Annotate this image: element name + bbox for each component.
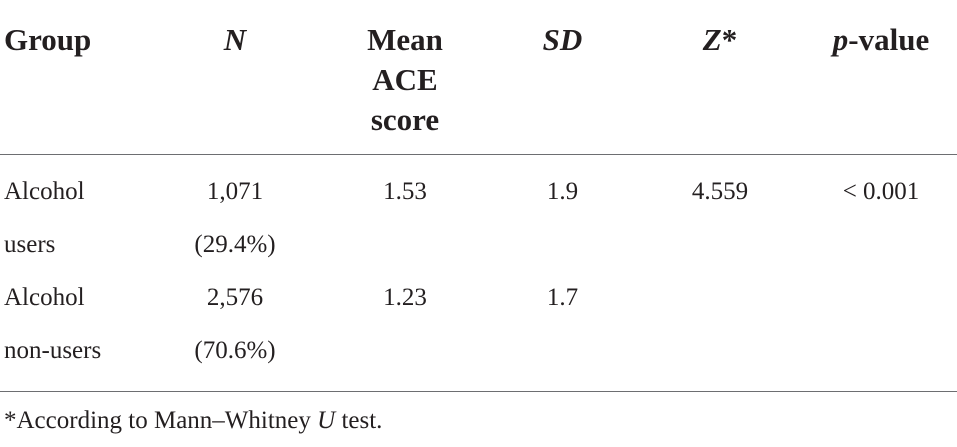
row-group-line1: Alcohol bbox=[4, 178, 85, 205]
row-p-cell bbox=[805, 271, 957, 392]
header-mean-line1: Mean bbox=[367, 22, 443, 57]
row-n-percent: (29.4%) bbox=[194, 231, 276, 258]
table-footnote: *According to Mann–Whitney U test. bbox=[4, 404, 382, 438]
header-z-letter: Z bbox=[702, 22, 722, 57]
header-sd: SD bbox=[490, 0, 635, 155]
row-mean-cell: 1.53 bbox=[383, 178, 427, 205]
row-p-cell: < 0.001 bbox=[842, 178, 920, 205]
row-n-cell: 2,576 (70.6%) bbox=[150, 271, 320, 392]
footnote-text-after: test. bbox=[335, 407, 383, 434]
header-p-letter: p bbox=[832, 22, 849, 57]
table-row: Alcohol non-users 2,576 (70.6%) 1.23 1.7 bbox=[0, 271, 957, 392]
results-table-container: Group N Mean ACE score SD Z* p-value bbox=[0, 0, 957, 392]
header-mean-line3: score bbox=[370, 102, 440, 137]
header-z-asterisk: * bbox=[721, 22, 738, 57]
table-header-row: Group N Mean ACE score SD Z* p-value bbox=[0, 0, 957, 155]
row-n-count: 1,071 bbox=[206, 178, 264, 205]
footnote-text-before: *According to Mann–Whitney bbox=[4, 407, 318, 434]
row-mean-cell: 1.23 bbox=[383, 284, 427, 311]
row-group-cell: Alcohol non-users bbox=[0, 271, 150, 392]
row-sd-cell: 1.9 bbox=[546, 178, 579, 205]
header-n: N bbox=[150, 0, 320, 155]
header-z: Z* bbox=[635, 0, 805, 155]
footnote-u-letter: U bbox=[317, 407, 336, 434]
table-row: Alcohol users 1,071 (29.4%) 1.53 1.9 4.5… bbox=[0, 155, 957, 272]
row-n-count: 2,576 bbox=[206, 284, 264, 311]
row-group-line1: Alcohol bbox=[4, 284, 85, 311]
header-p-value: p-value bbox=[805, 0, 957, 155]
row-z-cell bbox=[635, 271, 805, 392]
results-table: Group N Mean ACE score SD Z* p-value bbox=[0, 0, 957, 392]
row-group-cell: Alcohol users bbox=[0, 155, 150, 272]
row-group-line2: users bbox=[4, 231, 56, 258]
row-n-cell: 1,071 (29.4%) bbox=[150, 155, 320, 272]
header-mean-ace-score: Mean ACE score bbox=[320, 0, 490, 155]
row-sd-cell: 1.7 bbox=[546, 284, 579, 311]
row-group-line2: non-users bbox=[4, 337, 102, 364]
row-n-percent: (70.6%) bbox=[194, 337, 276, 364]
header-group: Group bbox=[0, 0, 150, 155]
row-z-cell: 4.559 bbox=[691, 178, 749, 205]
header-mean-line2: ACE bbox=[372, 62, 438, 97]
header-p-rest: -value bbox=[848, 22, 930, 57]
